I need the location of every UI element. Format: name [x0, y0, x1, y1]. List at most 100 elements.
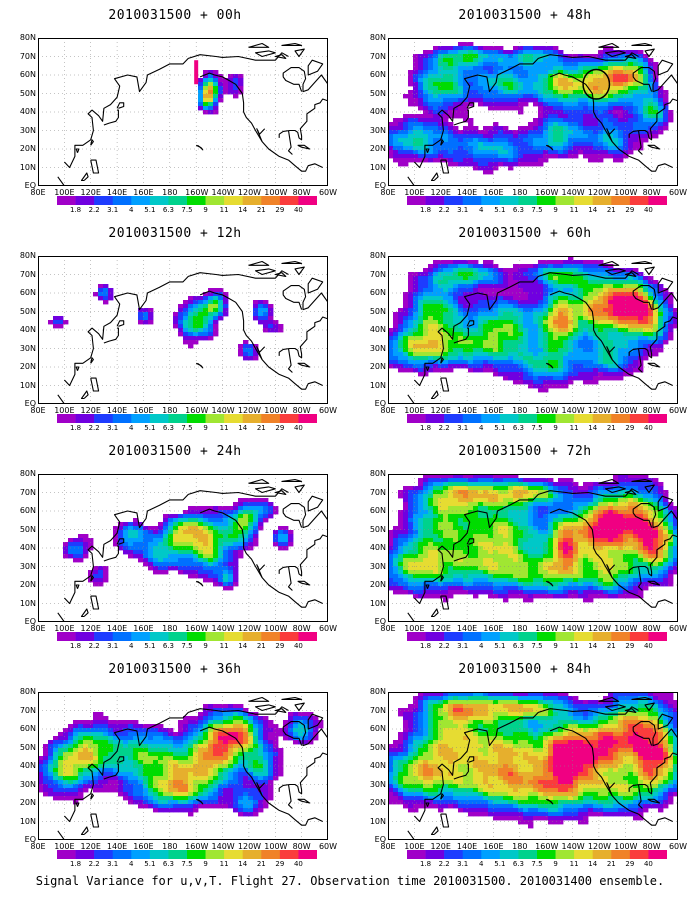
variance-cell [408, 130, 414, 135]
variance-cell [633, 304, 639, 309]
variance-cell [193, 336, 199, 341]
coastline [598, 42, 620, 48]
variance-cell [128, 522, 134, 527]
variance-cell [98, 732, 104, 737]
variance-cell [103, 784, 109, 789]
variance-cell [418, 70, 424, 75]
variance-cell [568, 138, 574, 143]
variance-cell [138, 780, 144, 785]
variance-cell [478, 50, 484, 55]
variance-cell [543, 118, 549, 123]
variance-cell [233, 542, 239, 547]
variance-cell [123, 792, 129, 797]
variance-cell [458, 284, 464, 289]
variance-cell [208, 82, 214, 87]
variance-cell [508, 106, 514, 111]
variance-cell [528, 304, 534, 309]
coastline [606, 128, 616, 142]
variance-cell [543, 158, 549, 163]
lon-tick-label: 120E [80, 842, 101, 851]
variance-cell [83, 550, 89, 555]
variance-cell [163, 800, 169, 805]
variance-cell [178, 332, 184, 337]
variance-cell [568, 268, 574, 273]
lat-tick-label: 40N [369, 107, 386, 116]
variance-cell [653, 118, 659, 123]
variance-cell [113, 748, 119, 753]
variance-cell [253, 506, 259, 511]
variance-cell [583, 70, 589, 75]
variance-cell [143, 764, 149, 769]
variance-cell [523, 158, 529, 163]
variance-cell [543, 82, 549, 87]
variance-cell [178, 304, 184, 309]
variance-cell [598, 126, 604, 131]
variance-cell [578, 340, 584, 345]
variance-cell [633, 352, 639, 357]
variance-cell [573, 78, 579, 83]
variance-cell [588, 118, 594, 123]
variance-cell [438, 82, 444, 87]
variance-cell [598, 106, 604, 111]
variance-cell [423, 284, 429, 289]
variance-cell [273, 772, 279, 777]
variance-cell [568, 90, 574, 95]
variance-cell [538, 276, 544, 281]
variance-cell [553, 352, 559, 357]
variance-cell [278, 728, 284, 733]
colorbar-swatch [499, 196, 519, 205]
variance-cell [133, 538, 139, 543]
variance-cell [653, 324, 659, 329]
variance-cell [233, 804, 239, 809]
variance-cell [663, 308, 669, 313]
variance-cell [238, 756, 244, 761]
variance-cell [488, 90, 494, 95]
variance-cell [173, 732, 179, 737]
variance-cell [158, 804, 164, 809]
variance-cell [473, 62, 479, 67]
variance-cell [223, 308, 229, 313]
colorbar-label: 2.2 [88, 860, 100, 868]
variance-cell [213, 308, 219, 313]
variance-cell [503, 98, 509, 103]
variance-cell [113, 542, 119, 547]
variance-cell [603, 74, 609, 79]
variance-cell [53, 736, 59, 741]
variance-cell [548, 114, 554, 119]
coastline [256, 564, 266, 578]
variance-cell [628, 58, 634, 63]
variance-cell [598, 62, 604, 67]
variance-cell [83, 724, 89, 729]
variance-cell [468, 118, 474, 123]
variance-cell [423, 134, 429, 139]
variance-cell [418, 332, 424, 337]
variance-cell [473, 284, 479, 289]
variance-cell [198, 312, 204, 317]
variance-cell [508, 296, 514, 301]
variance-cell [513, 320, 519, 325]
variance-cell [493, 126, 499, 131]
variance-cell [468, 352, 474, 357]
variance-cell [538, 54, 544, 59]
variance-cell [633, 118, 639, 123]
variance-cell [578, 332, 584, 337]
variance-cell [588, 312, 594, 317]
variance-cell [573, 336, 579, 341]
variance-cell [163, 748, 169, 753]
variance-cell [468, 138, 474, 143]
variance-cell [408, 82, 414, 87]
variance-cell [148, 800, 154, 805]
variance-cell [198, 744, 204, 749]
variance-cell [143, 740, 149, 745]
variance-cell [213, 760, 219, 765]
variance-cell [228, 776, 234, 781]
variance-cell [618, 280, 624, 285]
variance-cell [258, 510, 264, 515]
variance-cell [138, 530, 144, 535]
variance-cell [448, 106, 454, 111]
variance-cell [503, 288, 509, 293]
variance-cell [433, 146, 439, 151]
variance-cell [168, 554, 174, 559]
variance-cell [423, 94, 429, 99]
variance-cell [103, 748, 109, 753]
